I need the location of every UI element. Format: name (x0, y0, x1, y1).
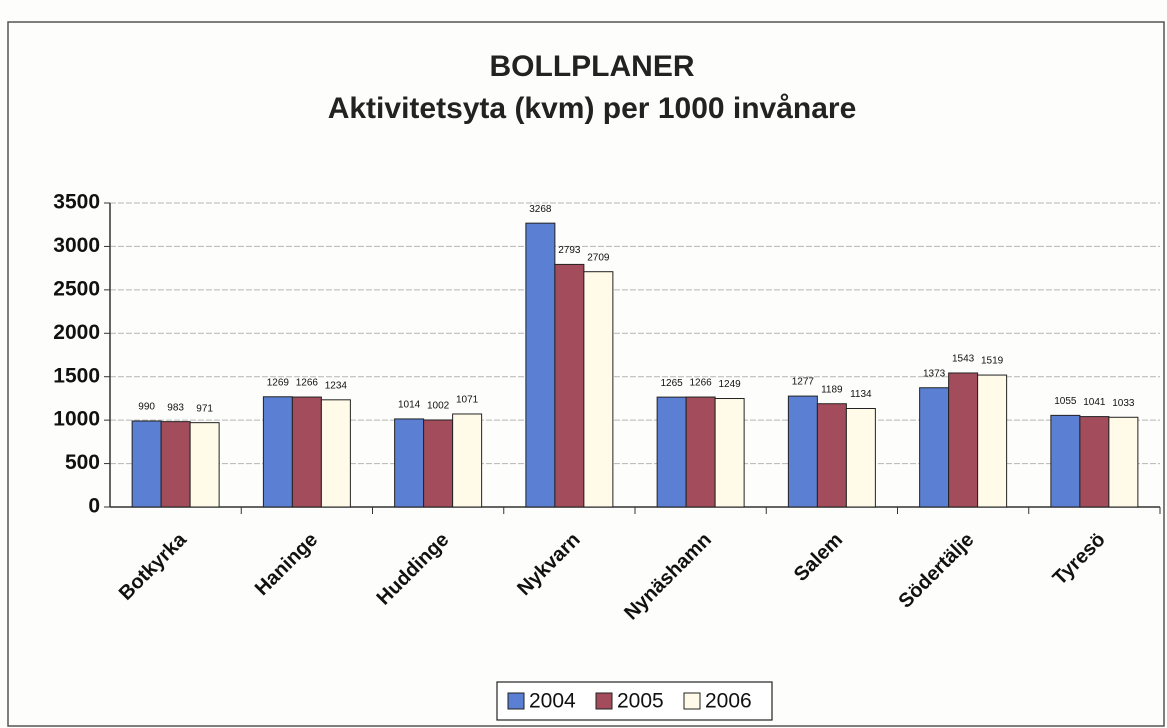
bar (787, 395, 818, 508)
data-label: 1519 (981, 356, 1004, 367)
chart-subtitle: Aktivitetsyta (kvm) per 1000 invånare (328, 92, 857, 125)
bar (977, 374, 1008, 508)
y-tick-label: 2500 (53, 277, 100, 300)
bar (816, 403, 847, 508)
legend-swatch (683, 692, 701, 710)
bar (948, 372, 979, 508)
data-label: 1234 (325, 380, 348, 391)
legend-label: 2004 (529, 690, 576, 713)
data-label: 983 (167, 402, 184, 413)
data-label: 1249 (719, 379, 742, 390)
bar (525, 222, 556, 508)
y-tick-label: 1500 (53, 364, 100, 387)
bar (160, 421, 191, 508)
data-label: 2793 (558, 245, 581, 256)
bar (845, 408, 876, 508)
bar (320, 399, 351, 508)
bar (714, 398, 745, 508)
data-label: 1189 (821, 384, 843, 395)
legend-swatch (595, 692, 613, 710)
data-label: 1014 (398, 400, 421, 411)
data-label: 1055 (1054, 396, 1077, 407)
bar (394, 418, 425, 508)
data-label: 1033 (1112, 398, 1135, 409)
bar (423, 419, 454, 508)
legend-label: 2005 (617, 690, 664, 713)
data-label: 1269 (267, 377, 290, 388)
bar (189, 422, 220, 508)
bar (583, 271, 614, 508)
bar (656, 396, 687, 508)
y-tick-label: 3000 (53, 234, 100, 257)
data-label: 1134 (850, 389, 872, 400)
data-label: 2709 (587, 252, 610, 263)
data-label: 1041 (1083, 397, 1106, 408)
data-label: 1373 (923, 368, 946, 379)
data-label: 1543 (952, 354, 975, 365)
y-tick-label: 1000 (53, 408, 100, 431)
data-label: 1266 (296, 378, 319, 389)
y-tick-label: 3500 (53, 191, 100, 214)
bar (554, 263, 585, 508)
y-tick-label: 2000 (53, 321, 100, 344)
bar (262, 396, 293, 508)
chart-title: BOLLPLANER (490, 50, 695, 83)
legend-box (496, 681, 773, 721)
bar (1079, 416, 1110, 508)
data-label: 1265 (661, 378, 684, 389)
data-label: 990 (138, 402, 155, 413)
data-label: 3268 (529, 204, 552, 215)
legend-label: 2006 (705, 690, 752, 713)
data-label: 1277 (792, 377, 815, 388)
y-tick-label: 500 (65, 451, 100, 474)
data-label: 971 (196, 403, 213, 414)
bar (131, 420, 162, 508)
bar (452, 413, 483, 508)
data-label: 1071 (456, 395, 479, 406)
legend-swatch (507, 692, 525, 710)
data-label: 1266 (690, 378, 713, 389)
bar (919, 387, 950, 508)
data-label: 1002 (427, 401, 450, 412)
y-tick-label: 0 (88, 495, 100, 518)
bar (685, 396, 716, 508)
bar (1108, 416, 1139, 508)
bar (1050, 414, 1081, 508)
bar (291, 396, 322, 508)
